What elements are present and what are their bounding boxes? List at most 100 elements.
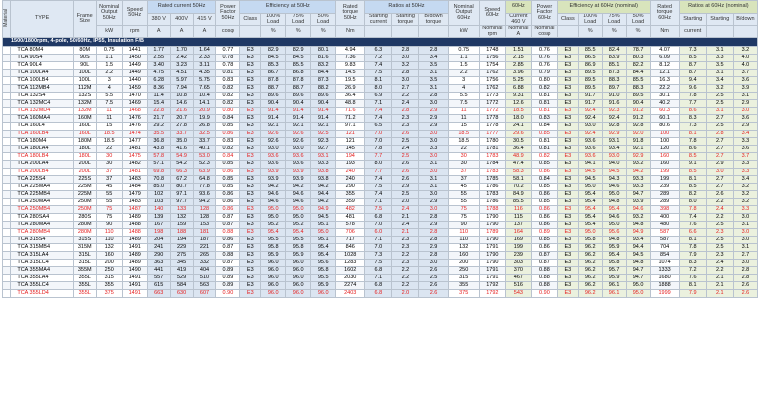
data-cell: E3 [556,289,579,298]
material-cell [1,144,12,154]
material-cell [1,129,12,139]
data-cell: E3 [556,258,579,268]
data-cell: 22 [95,144,123,154]
data-cell: 2.33 [192,53,217,63]
data-cell: 8.2 [678,190,707,199]
data-cell: 8.5 [678,167,707,177]
data-cell: 1470 [121,91,148,101]
data-cell: 128 [192,213,217,222]
data-cell: 1772 [478,99,506,108]
type-cell: TCA 225S4 [10,175,74,184]
data-cell: 95.2 [285,220,312,230]
data-cell: 0.82 [215,91,241,101]
data-cell: 2.7 [391,83,420,93]
table-row: TCA 355LD4 355L 375 1491 663 630 607 0.90 E3 96.0… [1,289,759,298]
data-cell: 7.5 [364,68,393,78]
efficiency-60-header: Efficiency at 60Hz (nominal) [556,0,651,14]
data-cell: 24.1 [504,121,532,131]
data-cell: 95.8 [285,243,312,253]
data-cell: 94.4 [310,190,337,199]
data-cell: E3 [239,46,262,55]
material-cell [1,114,12,123]
material-cell [1,76,12,85]
data-cell: 22.2 [649,83,680,93]
data-cell: 0.89 [215,273,241,283]
table-row: TCA 315LC4 315L 200 1489 363 345 332 0.87 E3 96.0… [1,258,759,268]
data-cell: 110 [95,235,123,245]
data-cell: 7.2 [364,53,393,63]
data-cell: 94.4 [625,243,651,253]
material-cell [1,106,12,116]
data-cell: 1762 [478,83,506,93]
data-cell: 9.6 [678,83,707,93]
data-cell: 2.8 [732,273,759,283]
starting-60-header: Starting [678,13,707,26]
type-cell: TCA 225MB4 [10,190,74,199]
data-cell: 116 [504,205,532,215]
data-cell: 3.7 [732,152,759,161]
data-cell: 290 [146,251,171,260]
type-cell: TCA 100LB4 [10,76,74,85]
type-cell: TCA 90L4 [10,61,74,70]
data-cell: 55 [95,197,123,207]
load75-50-header: 75% Load [285,13,312,26]
data-cell: E3 [239,228,262,237]
data-cell: 1.64 [192,46,217,55]
data-cell: 4.0 [732,53,759,63]
type-cell: TCA 112MB4 [10,83,74,93]
data-cell: 315M [72,243,97,253]
data-cell: 2.8 [705,129,734,139]
data-cell: 80M [72,46,97,55]
load50-50-header: 50% Load [310,13,337,26]
data-cell: 7.9 [678,289,707,298]
data-cell: 7.8 [678,137,707,146]
data-cell: 20.7 [169,114,194,123]
data-cell: 4.75 [146,68,171,78]
unit-st-50 [391,25,420,38]
data-cell: 55 [447,197,480,207]
data-cell: 7.9 [678,251,707,260]
data-cell: 71.6 [335,106,366,116]
type-header: TYPE [10,0,74,38]
data-cell: 8.1 [678,129,707,139]
table-row: TCA 160LB4 160L 18.5 1474 35.5 33.7 32.5 0.86 E3… [1,129,759,139]
data-cell: 3.11 [192,61,217,70]
data-cell: 3.4 [732,129,759,139]
data-cell: 1483 [121,197,148,207]
data-cell: 96.2 [577,266,603,275]
data-cell: 93.0 [260,144,287,154]
data-cell: 91.4 [260,106,287,116]
data-cell: 2.1 [705,273,734,283]
data-cell: 2.5 [391,190,420,199]
data-cell: 1999 [649,289,680,298]
data-cell: 510 [192,273,217,283]
data-cell: 1475 [121,152,148,161]
data-cell: 93.0 [577,121,603,131]
data-cell: 1790 [478,220,506,230]
data-cell: 3.0 [418,137,449,146]
data-cell: 0.85 [215,121,241,131]
data-cell: 94.3 [601,175,627,184]
data-cell: 160L [72,121,97,131]
data-cell: 0.87 [215,243,241,253]
data-cell: 2.9 [418,197,449,207]
data-cell: 1.70 [169,46,194,55]
data-cell: 86.8 [285,68,312,78]
data-cell: 128 [192,205,217,215]
data-cell: 3.23 [169,61,194,70]
table-row: TCA 225MA4 225M 45 1484 85.0 80.7 77.8 0.85 E3 94… [1,182,759,192]
data-cell: 250 [95,266,123,275]
data-cell: 2.9 [418,106,449,116]
data-cell: 95.0 [310,228,337,237]
data-cell: 1778 [478,121,506,131]
data-cell: 2.8 [391,68,420,78]
data-cell: 92.7 [310,144,337,154]
motor-table: Material TYPE Frame Size Nominal Output … [1,0,759,298]
unit-st-60 [705,25,734,38]
data-cell: 204 [146,235,171,245]
data-cell: 88.2 [310,83,337,93]
data-cell: 67.2 [169,175,194,184]
table-row: TCA 250MA4 250M 55 1483 103 97.7 94.2 0.86 E3 94.… [1,197,759,207]
data-cell: 1783 [478,167,506,177]
data-cell: 199 [504,243,532,253]
